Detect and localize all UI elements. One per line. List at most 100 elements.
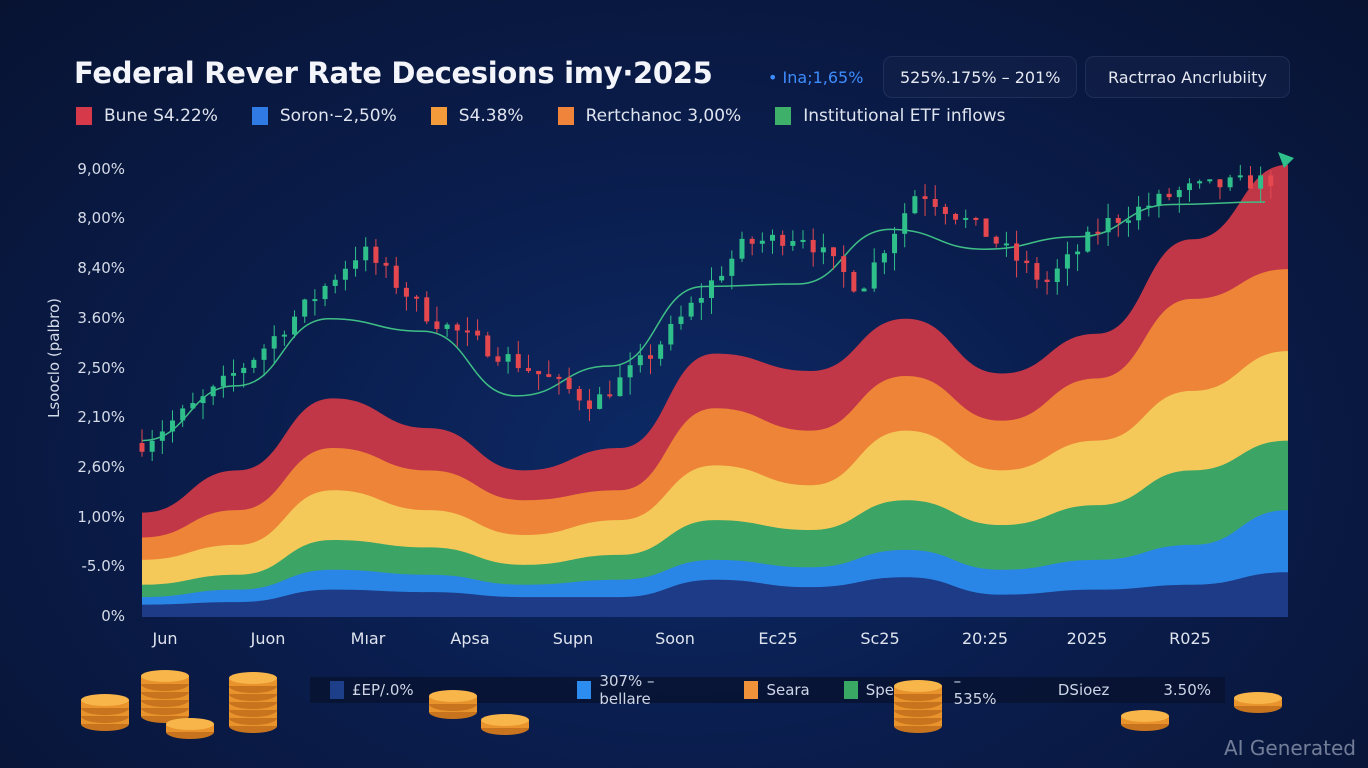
candlestick	[231, 359, 237, 392]
legend-label: Seara	[766, 681, 810, 699]
candlestick	[403, 282, 409, 311]
y-tick-label: 8,40%	[77, 259, 125, 278]
legend-swatch	[251, 107, 268, 125]
candlestick	[820, 233, 826, 265]
candlestick	[556, 374, 562, 395]
y-tick-label: -5.0%	[81, 557, 125, 576]
candlestick	[149, 429, 155, 462]
candlestick	[312, 289, 318, 316]
x-tick-label: 20:25	[961, 629, 1009, 648]
candlestick	[220, 365, 226, 398]
y-tick-label: 2,50%	[77, 358, 125, 377]
candlestick	[332, 274, 338, 294]
candlestick	[627, 352, 633, 395]
candlestick	[1146, 192, 1152, 217]
candlestick	[647, 344, 653, 375]
legend-swatch	[330, 681, 344, 699]
candlestick	[1105, 203, 1111, 246]
candlestick	[373, 239, 379, 275]
legend-label: 3.50%	[1163, 681, 1211, 699]
candlestick	[759, 232, 765, 253]
legend-swatch	[843, 681, 858, 699]
candlestick	[841, 245, 847, 288]
legend-swatch	[577, 681, 592, 699]
candlestick	[1024, 250, 1030, 274]
range-stat: 525%.175% – 201%	[900, 67, 1061, 87]
candlestick	[1227, 174, 1233, 191]
candlestick	[515, 340, 521, 373]
candlestick	[973, 216, 979, 226]
legend-item: Institutional ETF inflows	[775, 106, 1005, 126]
candlestick	[261, 344, 267, 377]
candlestick	[729, 250, 735, 290]
candlestick	[688, 296, 694, 321]
candlestick	[464, 317, 470, 347]
y-tick-label: 2,10%	[77, 408, 125, 427]
candlestick	[302, 298, 308, 323]
chart-title: Federal Rever Rate Decesions imy·2025	[74, 56, 713, 90]
moving-average-line	[141, 201, 1266, 442]
candlestick	[383, 256, 389, 279]
legend-swatch	[775, 107, 792, 125]
candlestick	[444, 322, 450, 337]
candlestick	[637, 343, 643, 373]
legend-label: Spenr	[865, 681, 910, 699]
candlestick	[892, 227, 898, 271]
candlestick	[790, 230, 796, 251]
candlestick	[932, 185, 938, 216]
candlestick	[708, 267, 714, 314]
candlestick	[190, 392, 196, 410]
candlestick	[963, 209, 969, 229]
candlestick	[1115, 214, 1121, 237]
x-tick-label: Soon	[655, 629, 695, 648]
candlestick	[1014, 230, 1020, 278]
candlestick	[424, 291, 430, 325]
candlestick	[363, 237, 369, 272]
candlestick	[180, 404, 186, 427]
candlestick	[576, 385, 582, 411]
candlestick	[607, 380, 613, 399]
candlestick	[1095, 218, 1101, 245]
legend: Bune S4.22% Soron·–2,50% S4.38% Rertchan…	[76, 106, 1039, 126]
x-tick-label: Mıar	[350, 629, 386, 648]
rate-stat: • Ina;1,65%	[768, 68, 864, 87]
x-tick-label: Sc25	[860, 629, 900, 648]
legend-swatch	[557, 107, 574, 125]
analysis-button[interactable]: Ractrrao Ancrlubiity	[1085, 56, 1290, 98]
y-tick-label: 9,00%	[77, 159, 125, 178]
trend-arrow-icon	[1278, 152, 1294, 168]
legend-item: Bune S4.22%	[76, 106, 218, 126]
candlestick	[1197, 179, 1203, 189]
candlestick	[353, 246, 359, 277]
watermark: AI Generated	[1223, 736, 1356, 760]
y-tick-label: 3.60%	[77, 308, 125, 327]
candlestick	[586, 389, 592, 422]
candlestick	[1268, 170, 1274, 199]
candlestick	[505, 346, 511, 374]
candlestick	[912, 190, 918, 215]
candlestick	[139, 429, 145, 457]
legend-swatch	[430, 107, 447, 125]
area-series-5	[142, 572, 1288, 617]
y-tick-label: 8,00%	[77, 209, 125, 228]
x-tick-label: R025	[1169, 629, 1211, 648]
candlestick	[170, 410, 176, 443]
candlestick	[1125, 206, 1131, 237]
legend-item: Soron·–2,50%	[251, 106, 397, 126]
candlestick	[800, 230, 806, 249]
legend-label: 307% – bellare	[599, 672, 655, 708]
candlestick	[983, 218, 989, 237]
candlestick	[1044, 271, 1050, 295]
candlestick	[770, 229, 776, 254]
candlestick	[322, 283, 328, 307]
candlestick	[1064, 241, 1070, 286]
candlestick	[597, 386, 603, 410]
candlestick	[1054, 259, 1060, 295]
legend-label: £EP/.0%	[351, 681, 414, 699]
candlestick	[434, 306, 440, 333]
legend-item: Rertchanoc 3,00%	[557, 106, 741, 126]
candlestick	[831, 246, 837, 270]
candlestick	[1217, 178, 1223, 200]
x-tick-label: Supn	[552, 629, 594, 648]
